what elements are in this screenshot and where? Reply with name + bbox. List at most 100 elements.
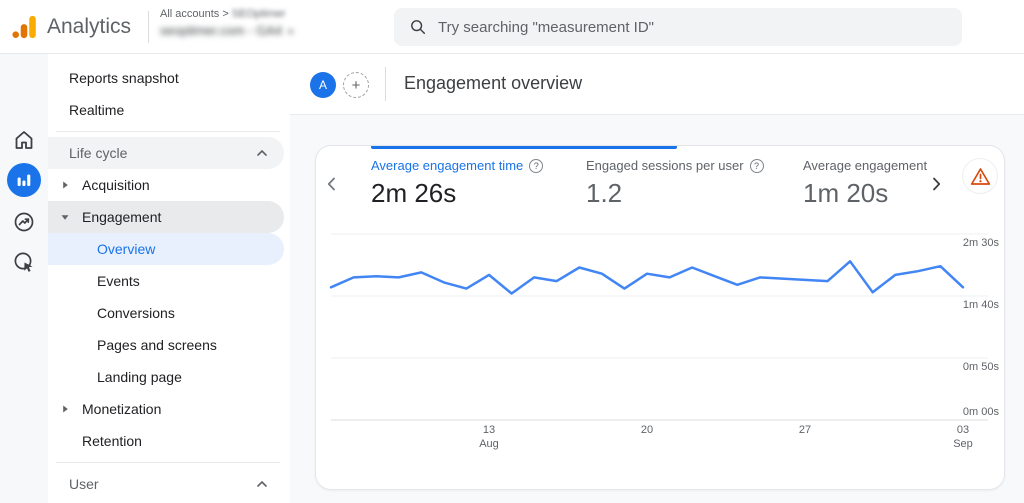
product-name: Analytics: [47, 15, 132, 38]
comparison-avatar[interactable]: A: [310, 72, 336, 98]
sidebar-item-monetization[interactable]: Monetization: [48, 393, 284, 425]
home-icon: [15, 131, 33, 149]
analytics-logo-icon: [12, 15, 36, 39]
content-header: A + Engagement overview: [290, 54, 1024, 115]
sidebar-item-engagement[interactable]: Engagement: [48, 201, 284, 233]
engagement-line-chart: 2m 30s 1m 40s 0m 50s 0m 00s 13 Aug 20 27 03 Sep: [329, 233, 1000, 450]
metric-engaged-sessions-per-user[interactable]: Engaged sessions per user? 1.2: [586, 158, 764, 209]
sidebar-item-retention[interactable]: Retention: [48, 425, 284, 457]
warning-triangle-icon: [970, 167, 990, 185]
metric-label-text: Average engagement time: [371, 158, 524, 173]
sidebar-item-label: Reports snapshot: [69, 70, 179, 86]
search-input[interactable]: [438, 18, 947, 36]
metrics-prev-button[interactable]: [320, 172, 344, 196]
sidebar-item-label: Events: [97, 273, 140, 289]
metric-value: 1m 20s: [803, 178, 889, 208]
average-engagement-time-series: [329, 260, 965, 295]
x-axis-label: 03: [957, 424, 969, 436]
x-axis-label: 13: [483, 424, 495, 436]
explore-icon: [14, 212, 34, 232]
chevron-up-icon: [257, 149, 267, 156]
metric-label: Average engagement: [803, 158, 927, 173]
nav-rail: [0, 54, 48, 503]
main-content: A + Engagement overview Average engageme…: [290, 54, 1024, 503]
y-axis-label: 0m 50s: [963, 361, 1000, 373]
add-comparison-button[interactable]: +: [343, 72, 369, 98]
sidebar-item-landing-page[interactable]: Landing page: [48, 361, 284, 393]
account-breadcrumb: All accounts > SEOptimer: [160, 8, 293, 20]
sidebar-item-pages-and-screens[interactable]: Pages and screens: [48, 329, 284, 361]
y-axis-label: 1m 40s: [963, 299, 1000, 311]
chevron-right-icon: [933, 177, 941, 191]
y-axis-label: 2m 30s: [963, 237, 1000, 249]
metric-label-text: Average engagement: [803, 158, 928, 173]
metric-label: Average engagement time?: [371, 158, 544, 173]
x-axis-label: Aug: [479, 438, 499, 450]
nav-rail-home[interactable]: [12, 128, 36, 152]
analytics-logo[interactable]: Analytics: [10, 12, 131, 42]
sidebar-item-label: Acquisition: [82, 177, 150, 193]
triangle-right-icon: [63, 405, 68, 413]
sidebar-item-label: Engagement: [82, 209, 162, 225]
selected-metric-indicator: [371, 146, 677, 149]
x-axis-label: Sep: [953, 438, 973, 450]
breadcrumb-all-accounts: All accounts: [160, 8, 220, 20]
nav-rail-reports[interactable]: [7, 163, 41, 197]
sidebar-item-label: Realtime: [69, 102, 125, 118]
y-axis-label: 0m 00s: [963, 406, 1000, 418]
sidebar-item-life-cycle[interactable]: Life cycle: [48, 137, 284, 169]
sidebar-item-user[interactable]: User: [48, 468, 284, 500]
metric-value: 1.2: [586, 178, 623, 208]
sidebar-item-label: Landing page: [97, 369, 182, 385]
sidebar-divider: [56, 462, 280, 463]
metric-value: 2m 26s: [371, 178, 457, 208]
chevron-left-icon: [327, 177, 335, 191]
sidebar-item-label: Monetization: [82, 401, 162, 417]
x-axis-label: 27: [799, 424, 811, 436]
search-bar[interactable]: [394, 8, 962, 46]
breadcrumb-separator: >: [222, 8, 229, 20]
metric-average-engagement-time[interactable]: Average engagement time? 2m 26s: [371, 158, 544, 209]
search-icon: [411, 20, 426, 35]
x-axis-label: 20: [641, 424, 653, 436]
sidebar-item-acquisition[interactable]: Acquisition: [48, 169, 284, 201]
property-name: seoptimer.com - GA4 ▾: [160, 23, 293, 38]
property-label: seoptimer.com - GA4: [160, 23, 283, 38]
question-mark-icon[interactable]: ?: [749, 158, 764, 173]
metric-label-text: Engaged sessions per user: [586, 158, 744, 173]
sidebar-item-label: Overview: [97, 241, 156, 257]
sidebar-item-label: User: [69, 476, 99, 492]
appbar-divider: [148, 11, 149, 43]
metric-average-engagement[interactable]: Average engagement 1m 20s: [803, 158, 927, 209]
triangle-down-icon: [61, 215, 69, 220]
threshold-warning-button[interactable]: [962, 158, 998, 194]
bar-chart-icon: [17, 174, 31, 186]
metrics-next-button[interactable]: [924, 172, 948, 196]
account-switcher[interactable]: All accounts > SEOptimer seoptimer.com - G…: [160, 8, 293, 38]
sidebar-item-conversions[interactable]: Conversions: [48, 297, 284, 329]
triangle-right-icon: [63, 181, 68, 189]
caret-down-icon: ▾: [288, 27, 294, 38]
organization-name: SEOptimer: [231, 8, 286, 20]
sidebar-item-label: Conversions: [97, 305, 175, 321]
header-divider: [385, 67, 386, 101]
sidebar-item-realtime[interactable]: Realtime: [48, 94, 284, 126]
sidebar-item-label: Retention: [82, 433, 142, 449]
sidebar-item-label: Pages and screens: [97, 337, 217, 353]
app-bar: Analytics All accounts > SEOptimer seoptim…: [0, 0, 1024, 54]
sidebar-item-events[interactable]: Events: [48, 265, 284, 297]
engagement-overview-card: Average engagement time? 2m 26s Engaged …: [315, 145, 1005, 490]
page-title: Engagement overview: [404, 73, 583, 93]
sidebar-item-reports-snapshot[interactable]: Reports snapshot: [48, 62, 284, 94]
sidebar-divider: [56, 131, 280, 132]
question-mark-icon[interactable]: ?: [529, 158, 544, 173]
sidebar-item-overview[interactable]: Overview: [48, 233, 284, 265]
metric-label: Engaged sessions per user?: [586, 158, 764, 173]
sidebar-item-label: Life cycle: [69, 145, 128, 161]
advertising-icon: [14, 252, 33, 272]
nav-rail-explore[interactable]: [12, 210, 36, 234]
chevron-up-icon: [257, 480, 267, 487]
sidebar: Reports snapshot Realtime Life cycle Acquis…: [48, 54, 290, 503]
nav-rail-advertising[interactable]: [12, 250, 36, 274]
